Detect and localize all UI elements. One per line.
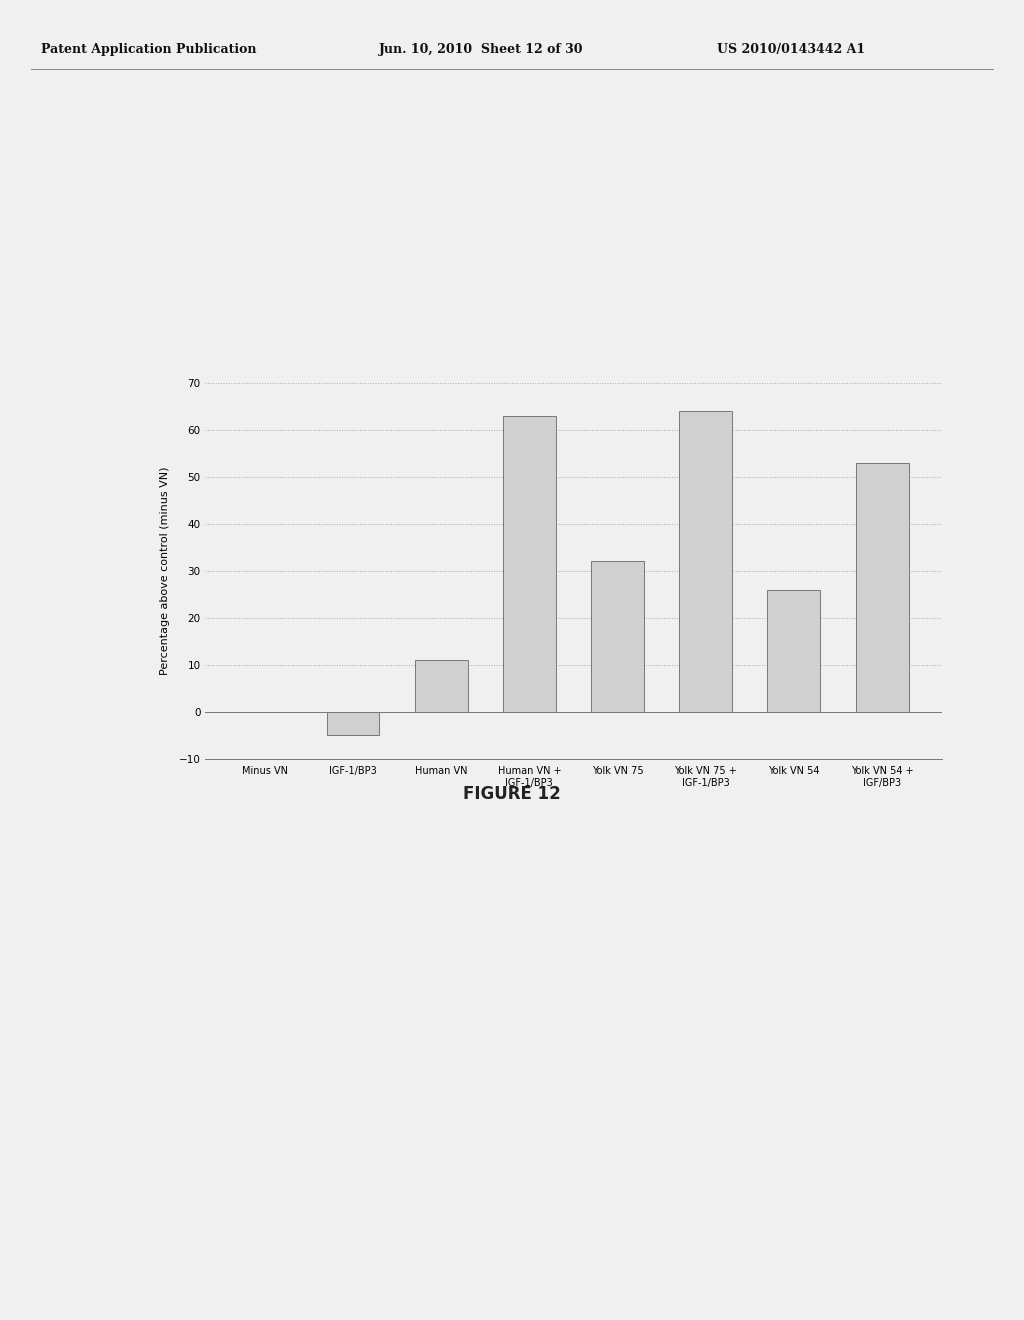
Text: Jun. 10, 2010  Sheet 12 of 30: Jun. 10, 2010 Sheet 12 of 30 <box>379 42 584 55</box>
Bar <box>679 411 732 711</box>
Text: FIGURE 12: FIGURE 12 <box>463 784 561 803</box>
Y-axis label: Percentage above control (minus VN): Percentage above control (minus VN) <box>161 467 170 675</box>
Bar <box>415 660 468 711</box>
Bar <box>503 416 556 711</box>
Bar <box>327 711 380 735</box>
Text: US 2010/0143442 A1: US 2010/0143442 A1 <box>717 42 865 55</box>
Text: Patent Application Publication: Patent Application Publication <box>41 42 256 55</box>
Bar <box>591 561 644 711</box>
Bar <box>767 590 820 711</box>
Bar <box>856 463 908 711</box>
